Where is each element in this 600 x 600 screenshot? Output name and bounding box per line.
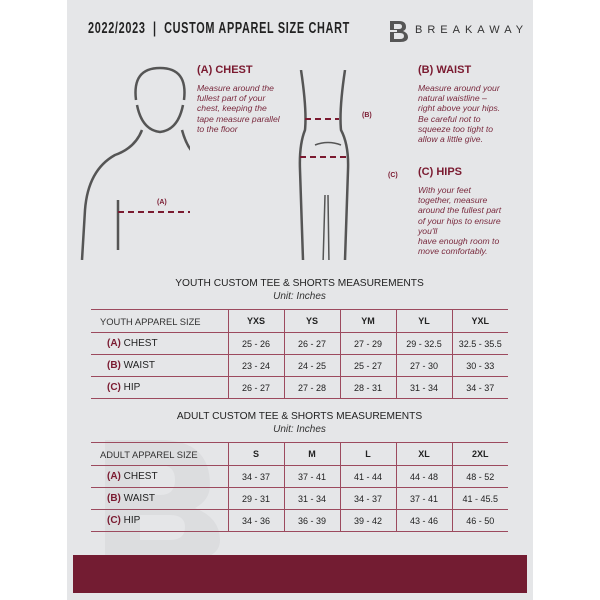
measurement-value: 27 - 28 xyxy=(283,376,340,399)
measurement-value: 34 - 37 xyxy=(227,465,284,488)
table-row: (B) WAIST 29 - 31 31 - 34 34 - 37 37 - 41 41 … xyxy=(91,487,508,510)
youth-table-title: YOUTH CUSTOM TEE & SHORTS MEASUREMENTS xyxy=(175,278,424,289)
size-header: XL xyxy=(395,442,452,466)
measurement-name: HIP xyxy=(123,382,141,393)
measurement-value: 37 - 41 xyxy=(283,465,340,488)
chest-description: Measure around the fullest part of your ch… xyxy=(197,83,280,134)
measurement-value: 29 - 32.5 xyxy=(395,332,452,355)
measurement-label: (C) HIP xyxy=(91,376,228,399)
measurement-value: 31 - 34 xyxy=(395,376,452,399)
measurement-value: 43 - 46 xyxy=(395,509,452,532)
size-header: M xyxy=(283,442,340,466)
size-header: L xyxy=(339,442,396,466)
adult-size-table: ADULT APPAREL SIZE S M L XL 2XL (A) CHEST 34 - … xyxy=(91,442,508,532)
size-header: YXL xyxy=(451,309,508,333)
footer-bar xyxy=(73,555,527,593)
measurement-value: 39 - 42 xyxy=(339,509,396,532)
size-header: YL xyxy=(395,309,452,333)
measurement-label: (B) WAIST xyxy=(91,354,228,377)
measurement-letter: (C) xyxy=(107,382,121,393)
hips-heading: (C) HIPS xyxy=(418,166,462,178)
measurement-name: HIP xyxy=(123,515,141,526)
waist-description: Measure around your natural waistline – ri… xyxy=(418,83,501,145)
adult-table-title: ADULT CUSTOM TEE & SHORTS MEASUREMENTS xyxy=(176,411,423,422)
measurement-value: 36 - 39 xyxy=(283,509,340,532)
measurement-value: 48 - 52 xyxy=(451,465,508,488)
measurement-value: 34 - 37 xyxy=(339,487,396,510)
measurement-value: 41 - 44 xyxy=(339,465,396,488)
chest-heading: (A) CHEST xyxy=(197,64,253,76)
measurement-letter: (B) xyxy=(107,493,121,504)
measurement-label: (B) WAIST xyxy=(91,487,228,510)
size-header: 2XL xyxy=(451,442,508,466)
measurement-letter: (A) xyxy=(107,338,121,349)
measurement-value: 24 - 25 xyxy=(283,354,340,377)
measurement-value: 44 - 48 xyxy=(395,465,452,488)
hips-tag: (C) xyxy=(388,172,398,179)
lower-body-figure xyxy=(298,70,350,260)
measurement-value: 25 - 26 xyxy=(227,332,284,355)
measurement-name: WAIST xyxy=(123,360,155,371)
measurement-letter: (B) xyxy=(107,360,121,371)
breakaway-logo-icon xyxy=(383,21,408,42)
table-header-row: YOUTH APPAREL SIZE YXS YS YM YL YXL xyxy=(91,309,508,333)
table-row: (A) CHEST 25 - 26 26 - 27 27 - 29 29 - 32.5 3… xyxy=(91,332,508,355)
measurement-value: 30 - 33 xyxy=(451,354,508,377)
table-header-row: ADULT APPAREL SIZE S M L XL 2XL xyxy=(91,442,508,466)
measurement-value: 23 - 24 xyxy=(227,354,284,377)
size-header: YM xyxy=(339,309,396,333)
chest-tag: (A) xyxy=(157,199,167,206)
measurement-value: 46 - 50 xyxy=(451,509,508,532)
table-row: (A) CHEST 34 - 37 37 - 41 41 - 44 44 - 48 48 … xyxy=(91,465,508,488)
page-title: 2022/2023 | CUSTOM APPAREL SIZE CHART xyxy=(88,20,350,37)
measurement-value: 26 - 27 xyxy=(227,376,284,399)
table-row: (C) HIP 26 - 27 27 - 28 28 - 31 31 - 34 34 - … xyxy=(91,376,508,399)
waist-tag: (B) xyxy=(362,112,372,119)
measurement-letter: (C) xyxy=(107,515,121,526)
size-header: YS xyxy=(283,309,340,333)
upper-body-figure xyxy=(80,66,190,260)
table-row: (C) HIP 34 - 36 36 - 39 39 - 42 43 - 46 46 - … xyxy=(91,509,508,532)
measurement-letter: (A) xyxy=(107,471,121,482)
youth-size-table: YOUTH APPAREL SIZE YXS YS YM YL YXL (A) CHEST 2… xyxy=(91,309,508,399)
waist-heading: (B) WAIST xyxy=(418,64,472,76)
measurement-value: 27 - 29 xyxy=(339,332,396,355)
size-label-header: YOUTH APPAREL SIZE xyxy=(91,309,228,333)
measurement-label: (C) HIP xyxy=(91,509,228,532)
measurement-name: WAIST xyxy=(123,493,155,504)
measurement-label: (A) CHEST xyxy=(91,465,228,488)
measurement-value: 25 - 27 xyxy=(339,354,396,377)
measurement-value: 29 - 31 xyxy=(227,487,284,510)
measurement-value: 37 - 41 xyxy=(395,487,452,510)
hips-description: With your feet together, measure around th… xyxy=(418,185,502,257)
measurement-value: 34 - 36 xyxy=(227,509,284,532)
measurement-value: 27 - 30 xyxy=(395,354,452,377)
table-row: (B) WAIST 23 - 24 24 - 25 25 - 27 27 - 30 30 … xyxy=(91,354,508,377)
measurement-value: 34 - 37 xyxy=(451,376,508,399)
youth-unit: Unit: Inches xyxy=(273,291,326,302)
measurement-name: CHEST xyxy=(123,471,158,482)
measurement-value: 31 - 34 xyxy=(283,487,340,510)
brand-name: BREAKAWAY xyxy=(415,24,529,36)
size-header: S xyxy=(227,442,284,466)
measurement-value: 41 - 45.5 xyxy=(451,487,508,510)
measurement-label: (A) CHEST xyxy=(91,332,228,355)
measurement-value: 32.5 - 35.5 xyxy=(451,332,508,355)
measurement-name: CHEST xyxy=(123,338,158,349)
measurement-value: 26 - 27 xyxy=(283,332,340,355)
measurement-value: 28 - 31 xyxy=(339,376,396,399)
adult-unit: Unit: Inches xyxy=(273,424,326,435)
size-label-header: ADULT APPAREL SIZE xyxy=(91,442,228,466)
size-header: YXS xyxy=(227,309,284,333)
